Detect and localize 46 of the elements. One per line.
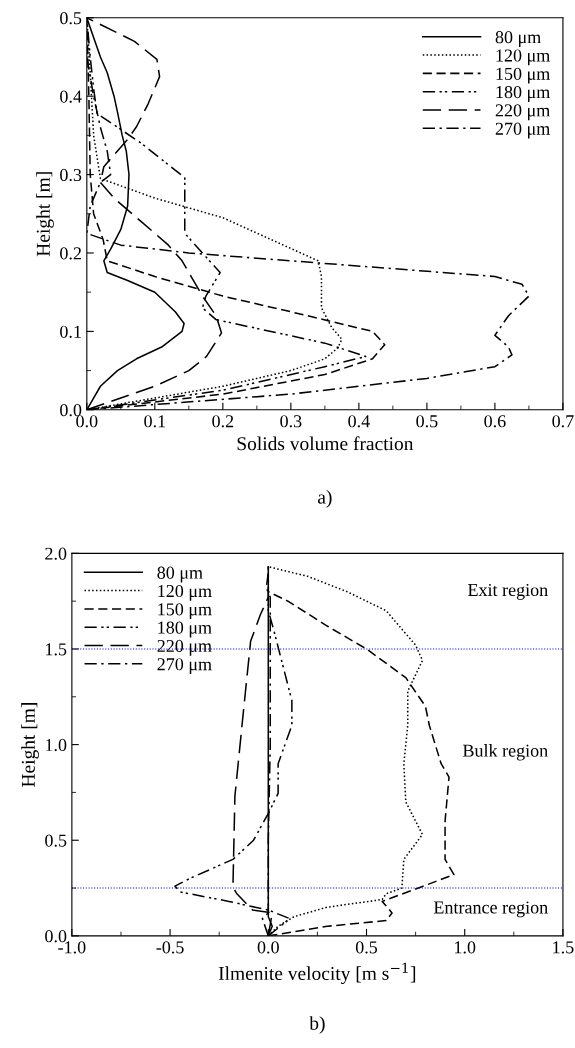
x-tick-label: 0.6 [484,415,506,428]
y-tick-label: 2.0 [45,547,67,560]
legend-label: 120 μm [496,49,550,66]
x-tick-label: 0.0 [257,941,279,954]
legend-label: 180 μm [496,86,550,102]
x-tick-label: 0.4 [348,415,370,428]
x-tick-label: 0.0 [76,415,98,428]
text: b) [309,1016,325,1034]
x-tick-label: 0.5 [416,415,438,428]
x-axis-title: Solids volume fraction [237,436,414,451]
annotation: Exit region [467,583,548,600]
x-tick-label: -0.5 [156,941,184,954]
legend-label: 80 μm [157,566,203,583]
y-tick-label: 0.0 [60,404,82,417]
y-axis-title: Height [m] [21,703,39,787]
x-axis-title: Ilmenite velocity [m s$^{−1}$] [218,962,416,985]
y-tick-label: 0.2 [60,247,81,260]
y-tick-label: 0.1 [60,325,81,338]
annotation: Bulk region [462,744,548,761]
x-tick-label: 1.0 [455,941,476,954]
x-tick-label: 0.2 [212,415,234,428]
y-tick-label: 0.5 [60,12,82,25]
y-tick-label: 1.5 [46,643,67,656]
text: a) [318,490,332,508]
x-tick-label: 1.5 [553,941,574,954]
y-tick-label: 0.4 [60,90,82,103]
y-axis-title: Height [m] [36,172,54,257]
x-tick-label: 0.5 [355,941,378,954]
x-tick-label: 0.7 [552,415,574,428]
legend-label: 220 μm [157,639,212,656]
y-tick-label: 0.3 [60,168,82,182]
legend-label: 150 μm [496,67,550,84]
x-tick-label: -1.0 [58,941,86,954]
y-tick-label: 1.0 [46,738,67,752]
legend-label: 120 μm [158,584,212,601]
legend-label: 220 μm [495,104,550,121]
legend-label: 150 μm [158,603,212,620]
x-tick-label: 0.3 [280,415,302,428]
legend-label: 80 μm [495,31,541,47]
annotation: Entrance region [433,901,548,918]
y-tick-label: 0.0 [45,930,67,943]
legend-label: 270 μm [157,658,212,675]
y-tick-label: 0.5 [45,834,67,847]
x-tick-label: 0.1 [144,415,166,428]
legend-label: 270 μm [495,122,550,139]
legend-label: 180 μm [158,621,212,638]
